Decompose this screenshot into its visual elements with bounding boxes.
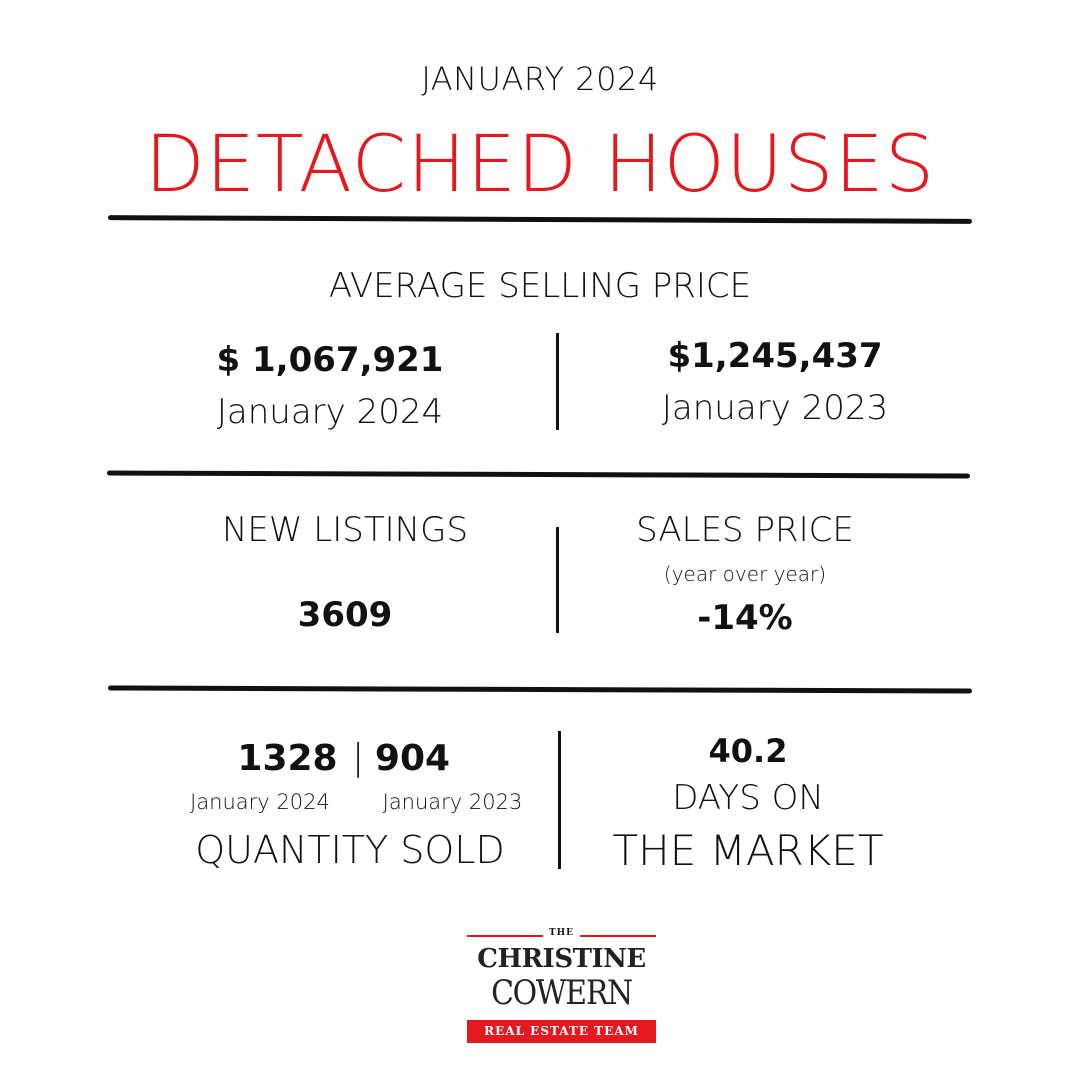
avg-price-current-value: $ 1,067,921 bbox=[216, 340, 444, 380]
logo-band-text: REAL ESTATE TEAM bbox=[484, 1024, 639, 1038]
logo-the-row: THE bbox=[465, 928, 658, 942]
sales-price-value: -14% bbox=[697, 598, 793, 638]
avg-price-previous-label: January 2023 bbox=[661, 388, 889, 428]
report-month: JANUARY 2024 bbox=[421, 60, 659, 98]
divider bbox=[107, 685, 973, 694]
avg-price-current-label: January 2024 bbox=[216, 392, 444, 432]
page-title: DETACHED HOUSES bbox=[144, 120, 936, 210]
quantity-sold-heading: QUANTITY SOLD bbox=[195, 828, 505, 872]
logo-rule-right bbox=[580, 935, 656, 937]
quantity-sold-separator: | bbox=[352, 737, 365, 778]
vertical-divider bbox=[556, 527, 559, 633]
logo-band: REAL ESTATE TEAM bbox=[467, 1020, 656, 1043]
quantity-sold-previous-value: 904 bbox=[374, 738, 451, 779]
divider bbox=[107, 215, 973, 224]
avg-price-previous-value: $1,245,437 bbox=[667, 336, 883, 376]
new-listings-value: 3609 bbox=[297, 595, 393, 635]
vertical-divider bbox=[558, 731, 561, 869]
logo-name-last: COWERN bbox=[491, 973, 633, 1013]
sales-price-heading: SALES PRICE bbox=[636, 510, 854, 550]
logo-name-first: CHRISTINE bbox=[477, 944, 646, 974]
vertical-divider bbox=[556, 333, 559, 430]
logo-the-text: THE bbox=[548, 928, 575, 938]
company-logo: THE CHRISTINE COWERN REAL ESTATE TEAM bbox=[465, 928, 658, 1046]
days-on-market-label-line2: THE MARKET bbox=[612, 826, 884, 875]
sales-price-subheading: (year over year) bbox=[663, 562, 827, 586]
average-selling-price-heading: AVERAGE SELLING PRICE bbox=[328, 266, 752, 306]
quantity-sold-current-label: January 2024 bbox=[190, 790, 330, 814]
days-on-market-label-line1: DAYS ON bbox=[672, 778, 824, 818]
new-listings-heading: NEW LISTINGS bbox=[221, 510, 469, 550]
divider bbox=[106, 470, 971, 479]
days-on-market-value: 40.2 bbox=[708, 732, 788, 770]
logo-rule-left bbox=[467, 935, 543, 937]
quantity-sold-current-value: 1328 bbox=[237, 738, 338, 779]
quantity-sold-previous-label: January 2023 bbox=[382, 790, 523, 814]
